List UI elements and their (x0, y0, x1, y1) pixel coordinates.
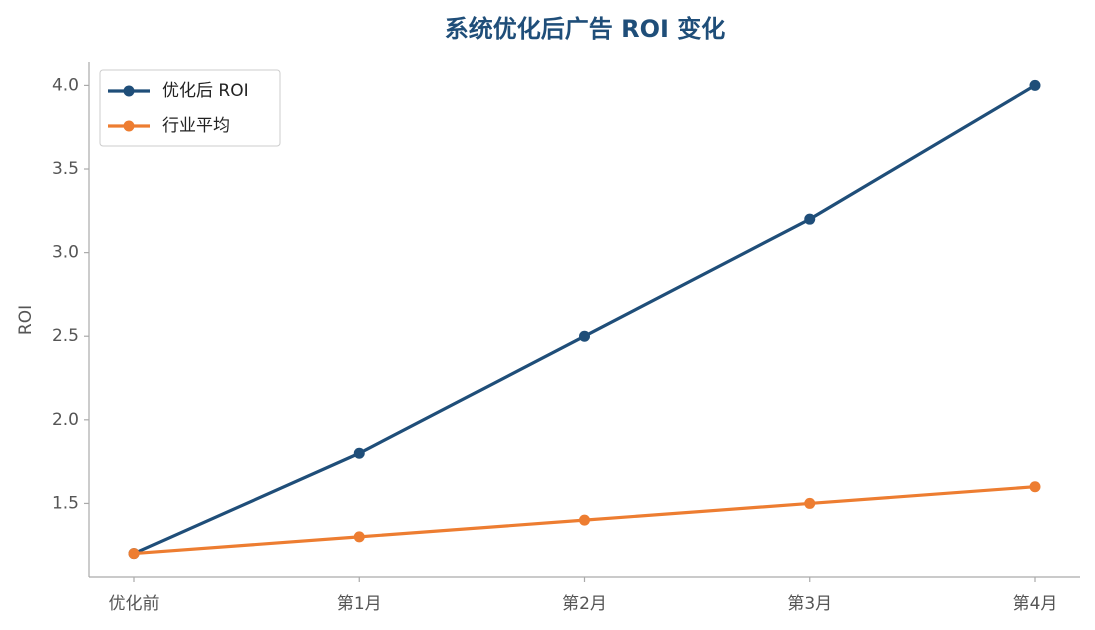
legend-marker (123, 85, 135, 97)
y-tick-label: 2.5 (52, 326, 79, 346)
y-tick-label: 3.0 (52, 243, 79, 263)
legend-label: 优化后 ROI (162, 81, 249, 101)
x-tick-label: 优化前 (109, 594, 160, 614)
y-axis-label: ROI (16, 305, 36, 335)
y-tick-label: 4.0 (52, 75, 79, 95)
legend-marker (123, 120, 135, 132)
data-point (353, 447, 365, 459)
y-tick-label: 2.0 (52, 410, 79, 430)
x-tick-label: 第2月 (562, 594, 607, 614)
legend: 优化后 ROI 行业平均 (99, 69, 281, 147)
data-point (353, 531, 365, 543)
y-tick-label: 1.5 (52, 493, 79, 513)
data-point (579, 514, 590, 526)
x-tick-label: 第4月 (1013, 594, 1058, 614)
data-point (1029, 79, 1041, 91)
series-line (133, 84, 1036, 556)
data-point (1029, 481, 1041, 493)
x-tick-label: 第1月 (337, 594, 382, 614)
data-point (804, 213, 816, 225)
data-point (128, 548, 140, 560)
y-tick-label: 3.5 (52, 159, 79, 179)
data-point (804, 497, 816, 509)
legend-label: 行业平均 (162, 116, 230, 136)
data-point (579, 330, 590, 342)
chart-title: 系统优化后广告 ROI 变化 (445, 15, 726, 43)
x-tick-label: 第3月 (787, 594, 832, 614)
